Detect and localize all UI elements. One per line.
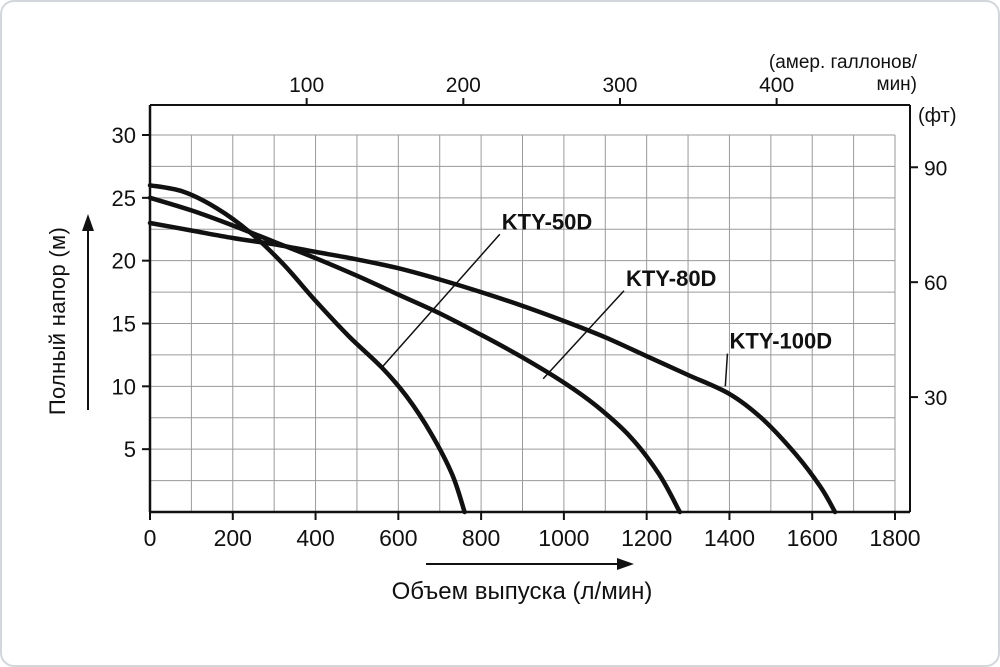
top-axis-unit-label: (амер. галлонов/ мин): [642, 52, 917, 96]
top-axis-unit-line2: мин): [876, 74, 918, 95]
x-tick-label: 400: [296, 525, 334, 551]
y-tick-label: 30: [112, 123, 136, 148]
right-tick-label: 30: [924, 387, 947, 410]
y-tick-label: 25: [112, 186, 136, 211]
top-tick-label: 100: [289, 74, 324, 97]
y-axis-arrow-head: [82, 214, 94, 231]
curve-label-KTY-100D: KTY-100D: [729, 329, 832, 354]
curve-label-KTY-50D: KTY-50D: [502, 209, 592, 234]
right-tick-label: 90: [924, 157, 947, 180]
leader-line-KTY-100D: [724, 353, 729, 387]
top-tick-label: 200: [446, 74, 481, 97]
y-tick-label: 10: [112, 374, 136, 399]
right-tick-label: 60: [924, 272, 947, 295]
x-tick-label: 200: [214, 525, 252, 551]
curve-KTY-50D: [147, 183, 467, 515]
x-axis-arrow-head: [617, 558, 634, 570]
leader-line-KTY-50D: [381, 233, 501, 368]
leader-line-KTY-80D: [542, 290, 625, 380]
x-tick-label: 1000: [538, 525, 589, 551]
curve-KTY-100D: [147, 220, 838, 515]
x-tick-label: 1200: [621, 525, 672, 551]
x-tick-label: 1600: [787, 525, 838, 551]
right-axis-unit-label: (фт): [918, 105, 957, 127]
top-axis-unit-line1: (амер. галлонов/: [768, 52, 917, 73]
curve-KTY-80D: [147, 195, 683, 515]
x-tick-label: 0: [144, 525, 157, 551]
curve-label-KTY-80D: KTY-80D: [626, 266, 716, 291]
top-tick-label: 300: [602, 74, 637, 97]
x-tick-label: 1800: [869, 525, 920, 551]
x-tick-label: 600: [379, 525, 417, 551]
x-tick-label: 800: [462, 525, 500, 551]
y-axis-title: Полный напор (м): [45, 226, 70, 416]
y-tick-label: 20: [112, 249, 136, 274]
y-tick-label: 5: [124, 437, 136, 462]
top-tick-label: 400: [759, 74, 794, 97]
y-tick-label: 15: [112, 312, 136, 337]
x-axis-title: Объем выпуска (л/мин): [391, 578, 653, 605]
x-tick-label: 1400: [704, 525, 755, 551]
